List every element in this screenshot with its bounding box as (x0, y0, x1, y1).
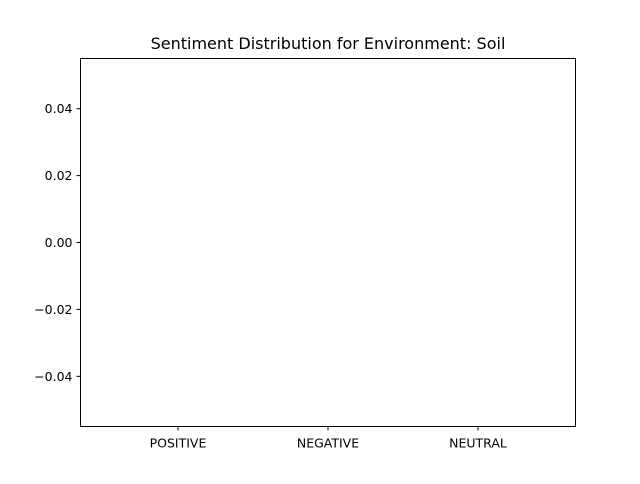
x-tick-label-neutral: NEUTRAL (449, 436, 507, 451)
x-axis: POSITIVE NEGATIVE NEUTRAL (150, 426, 507, 451)
x-tick-label-negative: NEGATIVE (297, 436, 359, 451)
y-tick-label: 0.00 (45, 235, 73, 250)
x-tick-label-positive: POSITIVE (150, 436, 207, 451)
chart-title: Sentiment Distribution for Environment: … (151, 34, 506, 53)
y-axis: 0.04 0.02 0.00 −0.02 −0.04 (34, 101, 81, 384)
y-tick-label: 0.04 (45, 101, 73, 116)
y-tick-label: −0.04 (34, 369, 72, 384)
y-tick-label: −0.02 (34, 302, 72, 317)
y-tick-label: 0.02 (45, 168, 73, 183)
